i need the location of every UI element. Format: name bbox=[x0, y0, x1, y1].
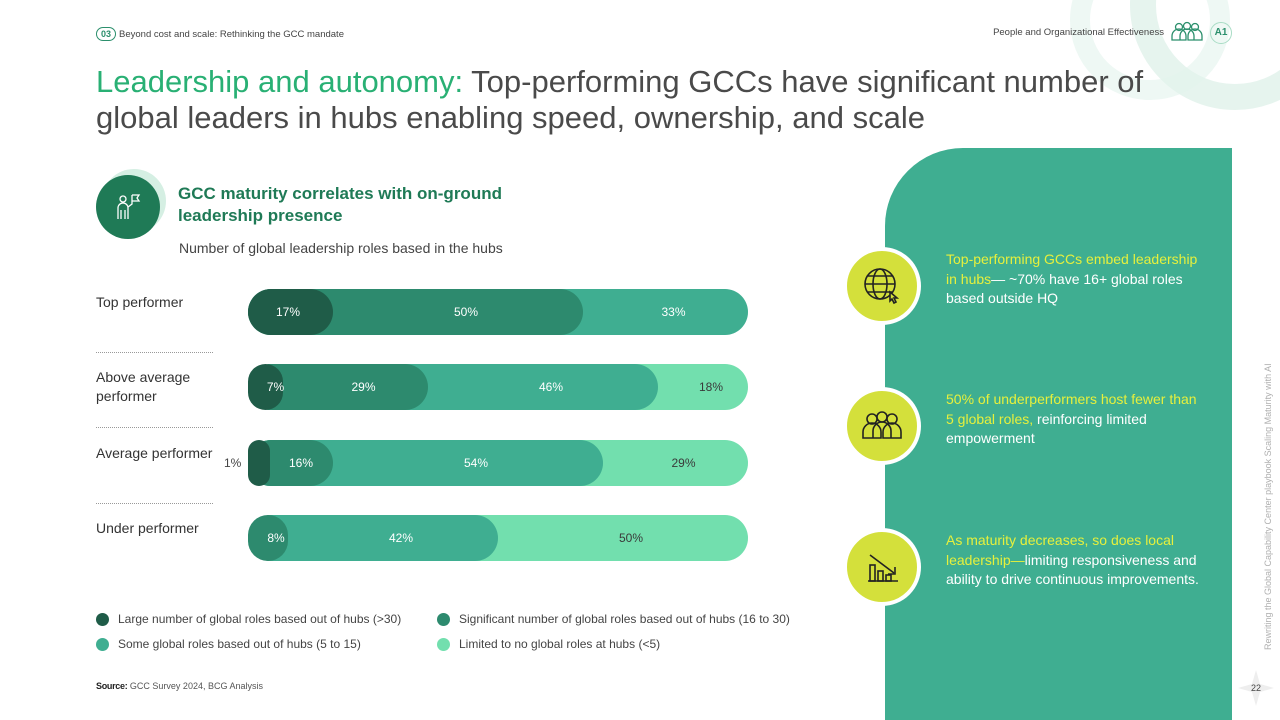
section-tag: A1 bbox=[1210, 21, 1232, 44]
data-label: 18% bbox=[698, 380, 724, 394]
insight-body: — ~70% have 16+ global roles based outsi… bbox=[946, 270, 1183, 307]
bar-segment bbox=[248, 364, 283, 410]
insights-panel bbox=[885, 148, 1232, 720]
data-label: 17% bbox=[275, 305, 301, 319]
data-label: 1% bbox=[224, 456, 242, 470]
insight-1: Top-performing GCCs embed leadership in … bbox=[946, 250, 1206, 309]
legend-label: Significant number of global roles based… bbox=[459, 612, 790, 626]
legend-swatch bbox=[96, 637, 109, 651]
row-separator bbox=[96, 503, 213, 504]
breadcrumb: 03 Beyond cost and scale: Rethinking the… bbox=[96, 27, 344, 41]
bar-row: 16% 54% 29% bbox=[248, 440, 748, 486]
header-category: People and Organizational Effectiveness … bbox=[993, 20, 1232, 45]
insight-3: As maturity decreases, so does local lea… bbox=[946, 531, 1206, 590]
bar-row: 8% 42% 50% bbox=[248, 515, 748, 561]
chart-caption: Number of global leadership roles based … bbox=[179, 240, 503, 256]
title-highlight: Leadership and autonomy: bbox=[96, 64, 464, 99]
insight-2: 50% of underperformers host fewer than 5… bbox=[946, 390, 1206, 449]
section-badge: 03 bbox=[96, 27, 117, 41]
data-label: 29% bbox=[351, 380, 376, 394]
source-note: Source: GCC Survey 2024, BCG Analysis bbox=[96, 681, 263, 691]
data-label: 50% bbox=[618, 531, 644, 545]
data-label: 7% bbox=[266, 380, 285, 394]
insight-body: reinforcing limited empowerment bbox=[946, 410, 1147, 447]
bar-segment bbox=[248, 289, 333, 335]
insight-highlight: 50% of underperformers host fewer than 5… bbox=[946, 391, 1197, 427]
leader-flag-icon bbox=[96, 175, 160, 239]
legend-swatch bbox=[437, 612, 450, 626]
declining-chart-icon bbox=[843, 528, 921, 606]
legend-item: Significant number of global roles based… bbox=[437, 612, 790, 626]
category-label: People and Organizational Effectiveness bbox=[993, 27, 1164, 38]
legend-item: Limited to no global roles at hubs (<5) bbox=[437, 637, 660, 651]
legend-item: Some global roles based out of hubs (5 t… bbox=[96, 637, 361, 651]
bar-segment bbox=[248, 440, 270, 486]
row-label: Above average performer bbox=[96, 369, 191, 404]
bar-segment bbox=[248, 515, 498, 561]
legend-item: Large number of global roles based out o… bbox=[96, 612, 401, 626]
page-number: 22 bbox=[1250, 683, 1261, 693]
people-group-icon bbox=[843, 387, 921, 465]
data-label: 54% bbox=[463, 456, 489, 470]
data-label: 16% bbox=[288, 456, 314, 470]
data-label: 33% bbox=[661, 305, 686, 319]
bar-segment bbox=[248, 515, 288, 561]
star-shape bbox=[1238, 670, 1274, 706]
source-text: GCC Survey 2024, BCG Analysis bbox=[127, 681, 263, 691]
legend-swatch bbox=[96, 612, 109, 626]
source-label: Source: bbox=[96, 681, 128, 691]
insight-highlight: As maturity decreases, so does local lea… bbox=[946, 532, 1174, 568]
title-rest: Top-performing GCCs have significant num… bbox=[96, 64, 1144, 135]
row-separator bbox=[96, 427, 213, 428]
people-icon bbox=[1170, 20, 1204, 45]
row-label: Average performer bbox=[96, 445, 213, 461]
data-label: 29% bbox=[671, 456, 696, 470]
data-label: 50% bbox=[453, 305, 479, 319]
data-label: 42% bbox=[388, 531, 414, 545]
row-label: Under performer bbox=[96, 520, 199, 536]
insight-highlight: Top-performing GCCs embed leadership in … bbox=[946, 251, 1198, 287]
section-title: Beyond cost and scale: Rethinking the GC… bbox=[119, 28, 344, 40]
data-label: 46% bbox=[538, 380, 564, 394]
insight-body: limiting responsiveness and ability to d… bbox=[946, 551, 1199, 588]
row-label: Top performer bbox=[96, 294, 184, 310]
legend-swatch bbox=[437, 637, 450, 651]
document-side-title: Rewriting the Global Capability Center p… bbox=[1263, 363, 1273, 650]
page-number-badge: 22 bbox=[1236, 668, 1276, 708]
bar-row: 7% 29% 46% 18% bbox=[248, 364, 748, 410]
globe-cursor-icon bbox=[843, 247, 921, 325]
page-title: Leadership and autonomy: Top-performing … bbox=[96, 64, 1196, 136]
legend-label: Limited to no global roles at hubs (<5) bbox=[459, 637, 661, 651]
chart-subhead: GCC maturity correlates with on-ground l… bbox=[178, 184, 502, 225]
data-label: 8% bbox=[267, 531, 285, 545]
legend-label: Some global roles based out of hubs (5 t… bbox=[118, 637, 361, 651]
bar-row: 17% 50% 33% bbox=[248, 289, 748, 335]
legend-label: Large number of global roles based out o… bbox=[118, 612, 402, 626]
row-separator bbox=[96, 352, 213, 353]
